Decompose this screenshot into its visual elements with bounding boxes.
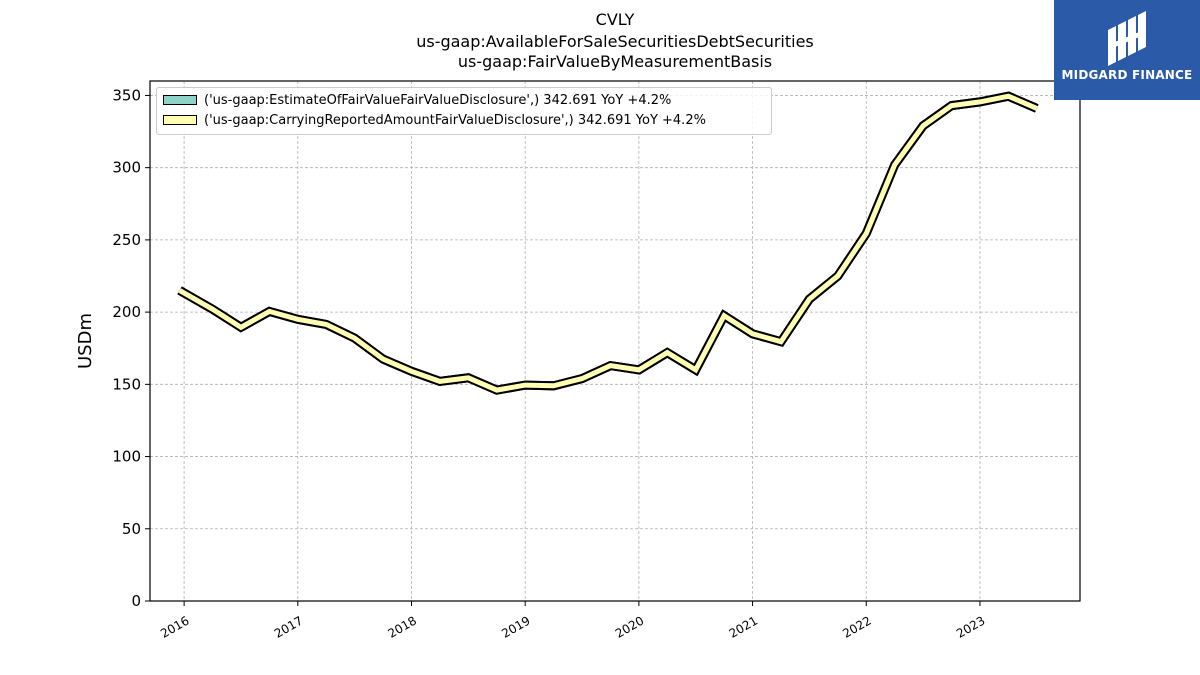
y-tick-label: 150 [112,375,141,393]
y-tick-label: 350 [112,86,141,104]
midgard-finance-logo: MIDGARD FINANCE [1054,0,1200,100]
y-tick-label: 50 [122,520,141,538]
series-line [178,93,1038,393]
chart-legend: ('us-gaap:EstimateOfFairValueFairValueDi… [156,87,772,135]
logo-text: MIDGARD FINANCE [1061,68,1193,82]
chart-title-concept: us-gaap:AvailableForSaleSecuritiesDebtSe… [416,32,814,51]
x-tick-label: 2022 [840,613,873,640]
y-axis-label: USDm [75,313,96,369]
x-tick-label: 2023 [954,613,987,640]
plot-frame [149,80,1081,602]
x-tick-label: 2016 [158,613,191,640]
chart-title-ticker: CVLY [595,10,635,29]
y-tick-label: 250 [112,231,141,249]
legend-swatch [163,115,197,125]
midgard-logo-icon [1108,11,1146,66]
legend-label: ('us-gaap:EstimateOfFairValueFairValueDi… [204,93,672,108]
series-line-outline [177,91,1039,395]
x-tick-label: 2020 [613,613,646,640]
x-tick-label: 2018 [386,613,419,640]
legend-label: ('us-gaap:CarryingReportedAmountFairValu… [204,113,706,128]
y-tick-label: 0 [131,592,141,610]
y-tick-label: 300 [112,159,141,177]
legend-swatch [163,95,197,105]
x-tick-label: 2017 [272,613,305,640]
y-tick-label: 200 [112,303,141,321]
x-tick-label: 2021 [727,613,760,640]
chart-title-measurement: us-gaap:FairValueByMeasurementBasis [457,52,773,71]
y-tick-label: 100 [112,448,141,466]
x-tick-label: 2019 [499,613,532,640]
